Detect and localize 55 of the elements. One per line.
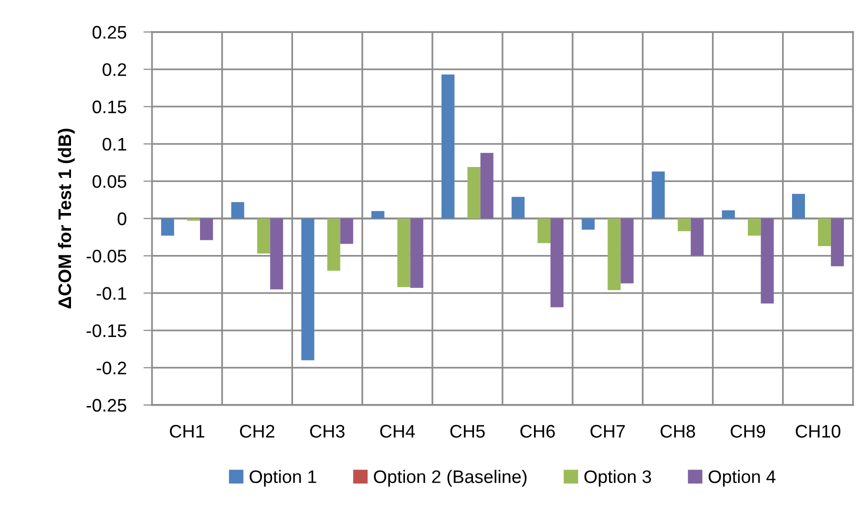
bar — [678, 218, 691, 232]
y-tick-label: 0 — [118, 212, 126, 226]
x-tick-label: CH2 — [240, 424, 274, 438]
bar — [442, 74, 454, 218]
bar — [270, 218, 284, 290]
bar — [830, 218, 844, 266]
bar — [620, 218, 634, 284]
bar — [371, 211, 384, 218]
bar — [410, 218, 424, 288]
x-tick-label: CH8 — [660, 424, 696, 438]
x-tick-label: CH4 — [380, 424, 415, 438]
y-axis-title: ΔCOM for Test 1 (dB) — [58, 128, 75, 308]
bar — [792, 194, 805, 218]
x-tick-label: CH9 — [730, 424, 766, 438]
bar — [538, 218, 551, 244]
y-tick-label: -0.1 — [96, 287, 126, 300]
bar — [161, 218, 174, 236]
x-tick-label: CH1 — [170, 424, 204, 438]
bar — [301, 218, 314, 360]
bar — [818, 218, 831, 246]
legend-label: Option 2 (Baseline) — [374, 470, 526, 487]
x-tick-label: CH7 — [590, 424, 625, 438]
bar — [582, 218, 595, 230]
bar — [722, 210, 735, 218]
y-tick-label: -0.25 — [86, 398, 126, 412]
bar — [480, 152, 494, 218]
bar — [690, 218, 704, 256]
bar — [340, 218, 354, 244]
y-tick-label: 0.25 — [92, 26, 126, 39]
legend-label: Option 3 — [584, 470, 652, 487]
x-tick-label: CH6 — [520, 424, 555, 438]
bar — [652, 172, 665, 218]
legend-label: Option 1 — [250, 470, 316, 487]
bar — [550, 218, 564, 308]
bar — [467, 167, 480, 218]
x-tick-label: CH10 — [796, 424, 840, 438]
y-tick-label: 0.2 — [102, 63, 126, 76]
bar — [608, 218, 621, 290]
x-tick-label: CH5 — [450, 424, 485, 438]
y-tick-label: 0.1 — [102, 138, 126, 151]
bar — [327, 218, 340, 271]
y-tick-label: -0.2 — [96, 362, 126, 374]
x-tick-label: CH3 — [310, 424, 345, 438]
bar — [397, 218, 410, 288]
bar — [512, 196, 525, 218]
bar — [257, 218, 270, 254]
bar — [760, 218, 774, 304]
bar — [748, 218, 761, 236]
bar — [231, 202, 244, 218]
y-tick-label: 0.05 — [92, 175, 126, 188]
y-tick-label: -0.05 — [86, 250, 126, 263]
bar — [200, 218, 213, 240]
y-tick-label: 0.15 — [92, 100, 126, 114]
legend-label: Option 4 — [708, 470, 776, 487]
y-tick-label: -0.15 — [86, 324, 126, 338]
